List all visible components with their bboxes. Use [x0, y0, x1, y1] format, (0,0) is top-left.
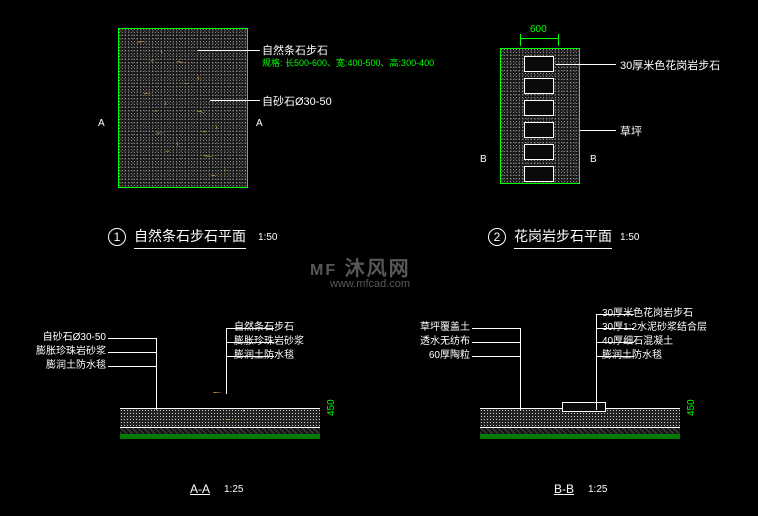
plan1-leader — [210, 100, 260, 101]
secA-right-0: 自然条石步石 — [234, 318, 294, 333]
secB-stratum-bot — [480, 434, 680, 439]
secB-scale: 1:25 — [588, 484, 607, 495]
plan2-paver — [524, 122, 554, 138]
plan2-dim-top-text: 600 — [530, 24, 547, 35]
plan1-number: 1 — [108, 228, 126, 246]
plan1-gravel-label: 自砂石Ø30-50 — [262, 93, 332, 109]
secA-right-1: 膨胀珍珠岩砂浆 — [234, 332, 304, 347]
secA-leader — [108, 352, 156, 353]
secA-stratum-bot — [120, 434, 320, 439]
secA-title: A-A — [190, 482, 210, 496]
plan2-dim-ext — [520, 34, 521, 46]
secA-right-2: 膨润土防水毯 — [234, 346, 294, 361]
secA-leader — [108, 338, 156, 339]
secB-dim: 450 — [686, 399, 697, 416]
plan2-leader — [556, 64, 616, 65]
secB-leader — [520, 328, 521, 410]
plan2-paver — [524, 166, 554, 182]
plan2-paver — [524, 144, 554, 160]
secA-leader — [108, 366, 156, 367]
plan2-paver — [524, 100, 554, 116]
plan2-scale: 1:50 — [620, 232, 639, 243]
plan2-title: 花岗岩步石平面 — [514, 226, 612, 249]
secA-scale: 1:25 — [224, 484, 243, 495]
plan2-paver — [524, 78, 554, 94]
plan2-paver-label: 30厚米色花岗岩步石 — [620, 57, 720, 73]
plan2-lawn-label: 草坪 — [620, 123, 642, 139]
plan2-dim-top — [520, 38, 558, 39]
secB-right-2: 40厚细石混凝土 — [602, 332, 673, 347]
plan1-section-right: A — [256, 118, 263, 129]
secB-right-0: 30厚米色花岗岩步石 — [602, 304, 693, 319]
watermark-url: www.mfcad.com — [330, 278, 410, 290]
plan1-section-left: A — [98, 118, 105, 129]
watermark-logo: MF — [310, 262, 337, 279]
secB-leader — [472, 328, 520, 329]
watermark-brand: 沐风网 — [345, 258, 411, 280]
secA-dim: 450 — [326, 399, 337, 416]
plan1-leader — [198, 50, 260, 51]
plan2-leader — [580, 130, 616, 131]
secA-leader — [156, 338, 157, 410]
plan2-dim-ext — [558, 34, 559, 46]
plan2-number: 2 — [488, 228, 506, 246]
watermark: MF 沐风网 — [310, 252, 411, 281]
plan2-section-right: B — [590, 154, 597, 165]
secB-right-1: 30厚1:2水泥砂浆结合层 — [602, 318, 707, 333]
plan1-scale: 1:50 — [258, 232, 277, 243]
plan2-paver — [524, 56, 554, 72]
secA-leader — [226, 328, 227, 394]
secB-paver — [562, 402, 606, 412]
secB-title: B-B — [554, 482, 574, 496]
plan2-section-left: B — [480, 154, 487, 165]
plan1-stone-spec: 规格: 长500-600、宽:400-500、高:300-400 — [262, 56, 434, 69]
secB-leader — [472, 342, 520, 343]
plan1-title: 自然条石步石平面 — [134, 226, 246, 249]
secB-right-3: 膨润土防水毯 — [602, 346, 662, 361]
secB-leader — [472, 356, 520, 357]
